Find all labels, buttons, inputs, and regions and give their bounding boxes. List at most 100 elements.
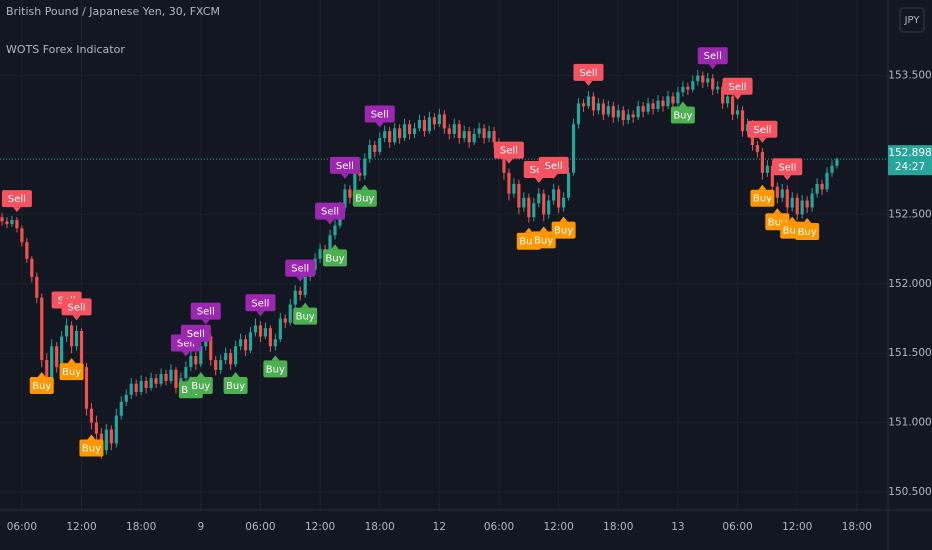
signal-pointer	[301, 302, 310, 308]
signal-pointer	[584, 80, 593, 86]
candle-body	[5, 221, 9, 225]
signal-text: Sell	[8, 194, 26, 205]
signal-pointer	[231, 372, 240, 378]
signal-label: Buy	[188, 372, 213, 395]
signal-text: Sell	[187, 329, 205, 340]
signal-label: Sell	[364, 105, 395, 128]
y-tick-label: 152.500	[888, 208, 931, 220]
candle-body	[815, 183, 819, 194]
signal-label: Buy	[293, 302, 318, 325]
signal-text: Buy	[519, 237, 538, 248]
candle-body	[373, 145, 377, 152]
candle-body	[785, 189, 789, 208]
y-tick-label: 152.000	[888, 278, 931, 290]
candle-body	[457, 124, 461, 139]
candle-body	[194, 355, 198, 365]
candle-body	[258, 325, 263, 337]
signal-label: Sell	[285, 259, 316, 282]
candle-body	[437, 114, 441, 125]
signal-text: Buy	[798, 227, 817, 238]
candle-body	[318, 249, 322, 259]
signal-pointer	[72, 315, 81, 321]
signal-text: Sell	[251, 298, 269, 309]
signal-text: Sell	[500, 146, 518, 157]
x-tick-label: 06:00	[722, 521, 752, 533]
candle-body	[626, 114, 630, 121]
last-price-label: 152.898	[888, 147, 931, 159]
candle-body	[427, 117, 432, 132]
signal-pointer	[733, 94, 742, 100]
countdown-label: 24:27	[895, 161, 925, 173]
y-tick-label: 153.500	[888, 70, 931, 82]
candle-body	[795, 197, 799, 215]
signal-box	[750, 189, 775, 207]
candle-body	[666, 96, 670, 107]
signal-label: Buy	[352, 184, 377, 207]
signal-pointer	[375, 122, 384, 128]
candle-body	[109, 429, 113, 444]
candle-body	[432, 117, 436, 125]
candle-body	[691, 81, 695, 90]
x-tick-label: 18:00	[603, 521, 633, 533]
signal-pointer	[708, 64, 717, 70]
signal-label: Sell	[697, 47, 728, 70]
signal-box	[285, 259, 316, 277]
candle-body	[527, 197, 531, 218]
signal-label: Sell	[315, 202, 346, 225]
candle-body	[606, 106, 610, 115]
x-tick-label: 12	[433, 521, 446, 533]
signal-box	[180, 324, 211, 342]
signal-pointer	[534, 178, 543, 184]
candle-body	[462, 131, 466, 139]
candle-body	[661, 100, 665, 107]
candle-body	[402, 124, 407, 139]
signal-label: Sell	[747, 120, 778, 143]
signal-label: Buy	[531, 226, 556, 249]
currency-button[interactable]	[899, 7, 925, 33]
signal-label: Buy	[750, 184, 775, 207]
candle-body	[65, 325, 69, 337]
candle-body	[442, 114, 446, 129]
candle-body	[611, 106, 615, 118]
signal-pointer	[504, 158, 513, 164]
candle-body	[224, 353, 228, 361]
signal-text: Buy	[32, 381, 51, 392]
candle-body	[388, 131, 392, 143]
signal-label: Sell	[573, 63, 604, 86]
candle-body	[343, 189, 347, 208]
signal-box	[188, 377, 213, 395]
signal-text: Buy	[191, 381, 210, 392]
x-tick-label: 06:00	[245, 521, 275, 533]
x-tick-label: 12:00	[66, 521, 96, 533]
candle-body	[164, 374, 168, 381]
candle-body	[333, 225, 337, 236]
candle-body	[681, 86, 685, 93]
candle-body	[25, 242, 29, 259]
candle-body	[502, 151, 506, 173]
signal-text: Buy	[783, 226, 802, 237]
candle-body	[810, 193, 814, 208]
candle-body	[576, 103, 581, 125]
indicator-name: WOTS Forex Indicator	[6, 43, 125, 56]
candle-body	[383, 131, 387, 139]
signal-text: Buy	[266, 364, 285, 375]
currency-label[interactable]: JPY	[904, 15, 921, 26]
candle-body	[412, 128, 417, 134]
signal-label: Sell	[245, 294, 276, 317]
candle-body	[243, 339, 248, 351]
candle-body	[636, 106, 640, 118]
candle-body	[770, 165, 774, 187]
candle-body	[303, 276, 307, 295]
signal-label: Buy	[59, 358, 84, 381]
candle-body	[512, 183, 516, 194]
candle-body	[328, 235, 332, 257]
candle-body	[671, 96, 675, 104]
candle-body	[830, 165, 834, 173]
signal-box	[493, 141, 524, 159]
candle-body	[84, 367, 89, 409]
last-price-box	[888, 145, 932, 176]
x-tick-label: 9	[197, 521, 204, 533]
candle-body	[50, 346, 54, 381]
candle-body	[716, 86, 720, 90]
y-tick-label: 150.500	[888, 486, 931, 498]
